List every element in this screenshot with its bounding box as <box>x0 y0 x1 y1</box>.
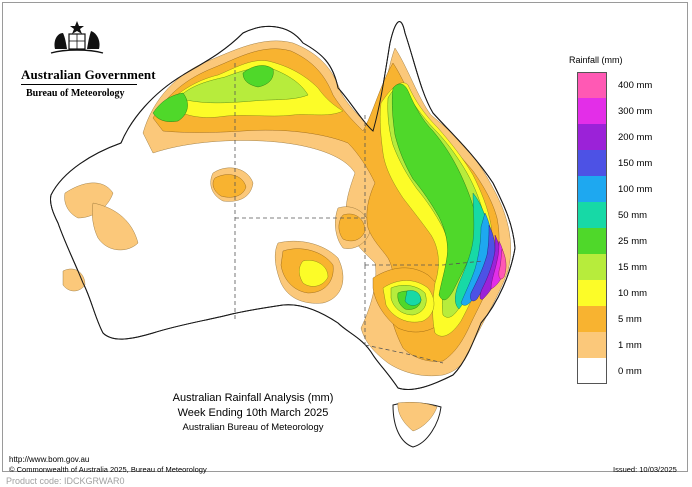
legend-label: 1 mm <box>618 340 642 351</box>
legend-title: Rainfall (mm) <box>569 55 623 65</box>
rain-50mm <box>404 192 490 310</box>
legend-swatch <box>577 254 607 280</box>
commonwealth-crest-icon <box>50 21 104 54</box>
map-frame: Australian Government Bureau of Meteorol… <box>2 2 688 474</box>
bureau-name: Bureau of Meteorology <box>26 88 125 99</box>
legend-label: 200 mm <box>618 132 653 143</box>
legend-swatch <box>577 72 607 98</box>
government-title: Australian Government <box>21 67 156 82</box>
legend-swatch <box>577 98 607 124</box>
legend-label: 150 mm <box>618 158 653 169</box>
legend-label: 100 mm <box>618 184 653 195</box>
state-borders <box>234 63 484 364</box>
legend-swatch <box>577 150 607 176</box>
bom-url-link[interactable]: http://www.bom.gov.au <box>9 455 90 464</box>
legend-label: 300 mm <box>618 106 653 117</box>
legend-swatch <box>577 228 607 254</box>
legend-swatch <box>577 280 607 306</box>
rainfall-map <box>50 21 516 448</box>
issued-date: Issued: 10/03/2025 <box>613 465 677 474</box>
legend-swatch <box>577 124 607 150</box>
rain-25mm <box>152 65 476 310</box>
border-qld-nsw <box>365 260 484 266</box>
legend-label: 10 mm <box>618 288 648 299</box>
legend-label: 400 mm <box>618 80 653 91</box>
map-source: Australian Bureau of Meteorology <box>182 422 324 433</box>
legend-label: 50 mm <box>618 210 648 221</box>
legend-label: 0 mm <box>618 366 642 377</box>
legend-swatch <box>577 306 607 332</box>
map-title-block: Australian Rainfall Analysis (mm) Week E… <box>138 391 368 434</box>
border-nsw-vic <box>364 344 444 364</box>
legend-swatch <box>577 176 607 202</box>
coastline <box>50 21 516 390</box>
copyright-text: © Commonwealth of Australia 2025, Bureau… <box>9 465 207 474</box>
government-divider <box>21 84 137 85</box>
legend-swatch <box>577 332 607 358</box>
map-title: Australian Rainfall Analysis (mm) <box>172 392 334 404</box>
product-code: Product code: IDCKGRWAR0 <box>6 476 125 486</box>
legend-label: 15 mm <box>618 262 648 273</box>
legend-label: 25 mm <box>618 236 648 247</box>
rain-400mm <box>498 248 507 280</box>
map-period: Week Ending 10th March 2025 <box>177 407 329 419</box>
legend-label: 5 mm <box>618 314 642 325</box>
legend-swatch <box>577 358 607 384</box>
legend-swatch <box>577 202 607 228</box>
